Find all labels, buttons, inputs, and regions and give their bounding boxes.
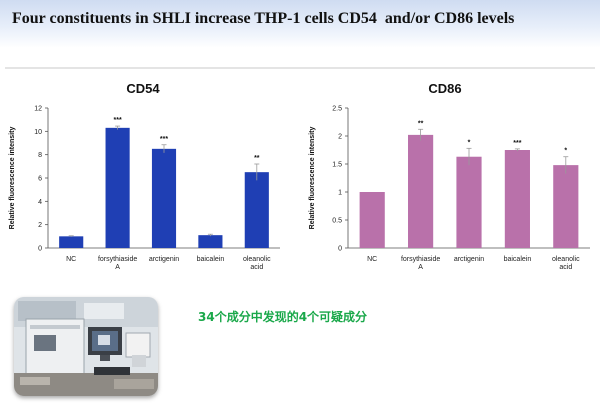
bar-0 [59, 236, 84, 248]
x-tick-label-4: oleanolic [552, 256, 580, 263]
x-tick-label-2: arctigenin [454, 256, 484, 263]
y-tick-label: 1.5 [332, 162, 342, 169]
y-tick-label: 2 [38, 222, 42, 229]
chart-title: CD86 [428, 81, 461, 96]
cd54-chart: CD54 Relative fluorescence intensity 0 2 4 6 8… [9, 81, 280, 271]
bar-2 [151, 148, 177, 248]
bar-4 [553, 165, 579, 248]
y-tick-label: 12 [34, 106, 42, 113]
y-tick-label: 0 [338, 246, 342, 253]
y-tick-label: 0.5 [332, 218, 342, 225]
summary-caption: 34个成分中发现的4个可疑成分 [198, 310, 368, 324]
x-tick-label-0: NC [66, 256, 76, 263]
y-axis-label: Relative fluorescence intensity [309, 127, 316, 230]
lab-equipment-photo [14, 297, 158, 396]
x-tick-label-1: forsythiaside [401, 256, 440, 263]
significance-label-2: *** [160, 136, 168, 143]
y-tick-label: 8 [38, 152, 42, 159]
bar-3 [504, 150, 530, 248]
x-tick-label-2: arctigenin [149, 256, 179, 263]
title-band: Four constituents in SHLI increase THP-1… [0, 0, 600, 48]
significance-label-4: ** [254, 155, 260, 162]
x-tick-label-1: A [418, 264, 423, 271]
y-tick-label: 10 [34, 129, 42, 136]
y-axis-label: Relative fluorescence intensity [9, 127, 16, 230]
bar-1 [408, 134, 434, 248]
x-tick-label-0: NC [367, 256, 377, 263]
x-tick-label-4: acid [250, 264, 263, 271]
x-tick-label-3: baicalein [197, 256, 225, 263]
significance-label-2: * [468, 139, 471, 146]
y-tick-label: 2.5 [332, 106, 342, 113]
chart-title: CD54 [126, 81, 160, 96]
x-tick-label-1: forsythiaside [98, 256, 137, 263]
x-tick-label-4: acid [559, 264, 572, 271]
y-tick-label: 4 [38, 199, 42, 206]
cd86-chart: CD86 Relative fluorescence intensity 0 0.5 1… [309, 81, 590, 271]
bar-4 [244, 172, 269, 248]
bar-1 [105, 127, 130, 248]
bar-2 [456, 156, 482, 248]
y-tick-label: 6 [38, 176, 42, 183]
significance-label-1: *** [114, 117, 122, 124]
significance-label-3: *** [513, 140, 521, 147]
significance-label-1: ** [418, 120, 424, 127]
x-tick-label-3: baicalein [504, 256, 532, 263]
x-tick-label-4: oleanolic [243, 256, 271, 263]
x-tick-label-1: A [115, 264, 120, 271]
y-tick-label: 0 [38, 246, 42, 253]
y-tick-label: 2 [338, 134, 342, 141]
y-tick-label: 1 [338, 190, 342, 197]
significance-label-4: * [564, 148, 567, 155]
bar-3 [198, 235, 223, 248]
bar-0 [359, 192, 385, 248]
slide-title: Four constituents in SHLI increase THP-1… [12, 10, 515, 27]
